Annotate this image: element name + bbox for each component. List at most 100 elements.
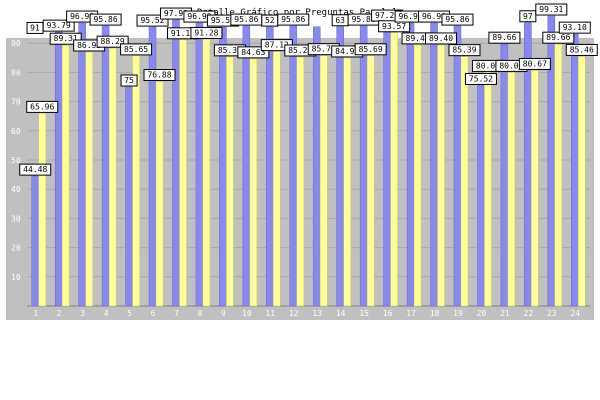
data-label-series-2: 84.63 [237, 46, 270, 59]
data-label-series-2-text: 89.66 [546, 33, 570, 42]
x-tick-label: 10 [242, 309, 252, 318]
bar-series-2-7 [179, 39, 187, 307]
data-label-series-1: 95.86 [441, 13, 474, 26]
y-tick-label: 50 [11, 156, 21, 165]
chart-title: Detalle Gráfico por Preguntas Paralelo [197, 8, 403, 18]
data-label-series-2-text: 85.69 [359, 45, 383, 54]
bar-series-2-18 [437, 44, 445, 307]
data-label-series-2-text: 80.67 [523, 59, 547, 68]
data-label-series-1-text: 44.48 [23, 165, 47, 174]
data-label-series-2-box [542, 31, 575, 44]
x-tick-label: 6 [151, 309, 156, 318]
data-label-series-2-text: 89.31 [54, 34, 78, 43]
y-tick-label: 90 [11, 39, 21, 48]
bar-series-1-24 [571, 33, 579, 307]
data-label-series-1-box [488, 31, 521, 44]
data-label-series-1-text: 97.93 [164, 9, 188, 18]
data-label-series-2-box [425, 32, 458, 45]
data-label-series-2-text: 93.57 [382, 22, 406, 31]
data-label-series-2-text: 85.28 [288, 46, 312, 55]
data-label-series-2: 85.65 [120, 43, 153, 56]
x-tick-label: 24 [570, 309, 580, 318]
data-label-series-2: 85.46 [565, 43, 598, 56]
data-label-series-1-box [441, 13, 474, 26]
data-label-series-1-box [535, 3, 568, 16]
bar-series-2-3 [85, 51, 93, 307]
x-tick-label: 11 [265, 309, 275, 318]
bar-series-2-17 [413, 44, 422, 307]
bar-series-2-5 [132, 55, 140, 307]
data-label-series-2: 93.57 [378, 20, 411, 33]
bar-series-1-5 [125, 86, 133, 307]
data-label-series-1-box [19, 163, 52, 176]
data-label-series-2: 65.96 [26, 100, 59, 113]
x-tick-label: 4 [104, 309, 109, 318]
bar-series-2-14 [343, 57, 351, 307]
data-label-series-1-text: 96.90 [422, 12, 446, 21]
bar-series-1-19 [453, 25, 462, 307]
data-label-series-2-text: 85.39 [452, 46, 476, 55]
data-label-series-2: 89.66 [542, 31, 575, 44]
x-tick-label: 2 [57, 309, 62, 318]
data-label-series-1-text: 96.90 [399, 12, 423, 21]
x-tick-label: 18 [430, 309, 440, 318]
data-label-series-1: 93.10 [558, 21, 591, 34]
data-label-series-2-box [565, 43, 598, 56]
data-label-series-1-box [120, 74, 138, 87]
data-label-series-2-box [448, 44, 481, 57]
data-label-series-2: 85.39 [448, 44, 481, 57]
data-label-series-2-box [378, 20, 411, 33]
data-label-series-1-text: 95.52 [211, 16, 235, 25]
data-label-series-2-text: 91.16 [171, 29, 195, 38]
data-label-series-2-text: 86.99 [77, 41, 101, 50]
data-label-series-2-box [120, 43, 153, 56]
bar-series-1-21 [500, 43, 509, 307]
bar-series-1-4 [101, 25, 110, 307]
y-tick-label: 30 [11, 214, 21, 223]
x-tick-label: 14 [336, 309, 346, 318]
data-label-series-1-text: 93.10 [563, 23, 587, 32]
bar-series-1-16 [383, 21, 391, 307]
data-labels: 44.48 65.96 93.79 89.31 96.90 86.99 95.86 88.29… [19, 3, 598, 176]
data-label-series-1-text: 95.86 [445, 15, 469, 24]
data-label-series-2: 85.69 [354, 43, 387, 56]
bar-series-2-9 [226, 56, 234, 307]
data-label-series-2-box [96, 35, 129, 48]
data-label-series-1: 95.86 [230, 13, 263, 26]
bar-series-1-12 [289, 25, 298, 307]
data-label-series-1: 44.48 [19, 163, 52, 176]
bar-series-1-14 [336, 26, 344, 307]
data-label-series-2-box [49, 32, 82, 45]
bar-series-2-6 [155, 81, 164, 307]
bar-series-2-20 [484, 72, 492, 307]
data-label-series-2: 88.29 [96, 35, 129, 48]
data-label-left: 91 [26, 21, 44, 34]
bar-series-1-1 [31, 175, 39, 307]
x-tick-label: 15 [359, 309, 369, 318]
x-tick-label: 12 [289, 309, 299, 318]
bar-series-1-20 [477, 85, 485, 307]
x-tick-label: 22 [524, 309, 534, 318]
bar-series-2-13 [319, 55, 328, 307]
data-label-series-2-text: 91.28 [194, 28, 218, 37]
data-label-series-1-text: 95.52 [140, 16, 164, 25]
data-label-series-1-text: 97.24 [375, 11, 399, 20]
data-label-series-2-text: 85.73 [312, 45, 336, 54]
bar-series-1-3 [78, 22, 86, 307]
data-label-series-2-text: 84.95 [335, 47, 359, 56]
data-label-series-1-box [136, 14, 169, 27]
y-tick-label: 80 [11, 68, 21, 77]
data-label-series-1-text: 96.90 [187, 12, 211, 21]
x-tick-label: 3 [80, 309, 85, 318]
bar-series-1-11 [266, 26, 274, 307]
data-label-series-2-text: 80.00 [476, 61, 500, 70]
data-label-series-1-text: 89.66 [492, 33, 516, 42]
data-label-left-text: 91 [30, 23, 40, 32]
y-tick-label: 70 [11, 98, 21, 107]
data-label-series-1: 75 [120, 74, 138, 87]
bar-series-2-23 [554, 43, 563, 307]
y-tick-label: 20 [11, 244, 21, 253]
data-label-series-1: 52 [261, 14, 279, 27]
data-label-series-2-box [518, 57, 551, 70]
data-label-series-1: 95.52 [136, 14, 169, 27]
